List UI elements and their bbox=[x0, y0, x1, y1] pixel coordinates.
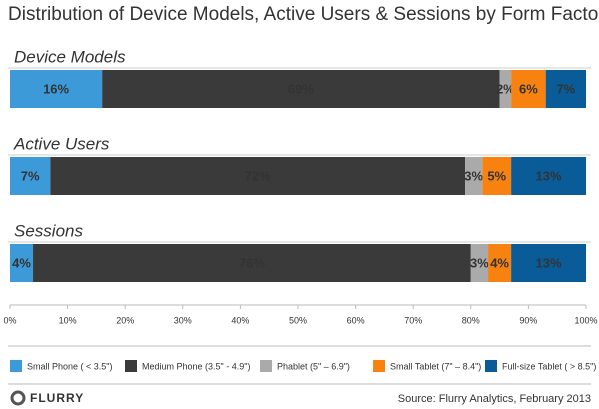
chart-title: Distribution of Device Models, Active Us… bbox=[8, 4, 599, 25]
bar-segment bbox=[10, 157, 51, 195]
value-label: 4% bbox=[12, 255, 31, 270]
x-tick-label: 0% bbox=[3, 315, 16, 325]
bar-segment bbox=[33, 244, 471, 282]
bar-segment bbox=[499, 70, 512, 108]
bar-segment bbox=[470, 244, 489, 282]
logo-icon bbox=[10, 390, 26, 406]
bar-segment bbox=[50, 157, 466, 195]
value-label: 4% bbox=[490, 255, 509, 270]
x-tick-label: 30% bbox=[174, 315, 192, 325]
bar-segment bbox=[511, 157, 586, 195]
category-label: Active Users bbox=[13, 134, 110, 153]
legend-label: Small Phone ( < 3.5") bbox=[27, 361, 113, 371]
legend-label: Small Tablet (7" – 8.4") bbox=[390, 361, 481, 371]
value-label: 13% bbox=[536, 168, 562, 183]
value-label: 16% bbox=[43, 81, 69, 96]
bar-segment bbox=[10, 70, 103, 108]
x-tick-label: 90% bbox=[519, 315, 537, 325]
legend-label: Phablet (5" – 6.9") bbox=[277, 361, 350, 371]
x-tick-label: 40% bbox=[231, 315, 249, 325]
value-label: 3% bbox=[470, 255, 489, 270]
legend-swatch bbox=[485, 360, 497, 372]
category-label: Sessions bbox=[14, 221, 83, 240]
bar-segment bbox=[482, 157, 512, 195]
legend-swatch bbox=[125, 360, 137, 372]
logo: FLURRY bbox=[30, 391, 84, 405]
legend-swatch bbox=[373, 360, 385, 372]
legend-swatch bbox=[10, 360, 22, 372]
value-label: 5% bbox=[487, 168, 506, 183]
legend-label: Full-size Tablet ( > 8.5") bbox=[502, 361, 596, 371]
bar-segment bbox=[102, 70, 500, 108]
bar-segment bbox=[511, 70, 546, 108]
value-label: 76% bbox=[239, 255, 265, 270]
bar-segment bbox=[10, 244, 34, 282]
x-tick-label: 20% bbox=[116, 315, 134, 325]
bar-segment bbox=[465, 157, 483, 195]
bar-segment bbox=[545, 70, 586, 108]
legend-swatch bbox=[260, 360, 272, 372]
bar-segment bbox=[511, 244, 586, 282]
bar-segment bbox=[488, 244, 512, 282]
value-label: 7% bbox=[556, 81, 575, 96]
value-label: 72% bbox=[245, 168, 271, 183]
value-label: 6% bbox=[519, 81, 538, 96]
x-tick-label: 70% bbox=[404, 315, 422, 325]
value-label: 2% bbox=[496, 81, 515, 96]
category-label: Device Models bbox=[14, 47, 126, 66]
x-tick-label: 50% bbox=[289, 315, 307, 325]
x-tick-label: 80% bbox=[462, 315, 480, 325]
source: Source: Flurry Analytics, February 2013 bbox=[398, 393, 591, 405]
value-label: 3% bbox=[464, 168, 483, 183]
value-label: 13% bbox=[536, 255, 562, 270]
legend-label: Medium Phone (3.5" - 4.9") bbox=[142, 361, 250, 371]
x-tick-label: 100% bbox=[574, 315, 597, 325]
value-label: 69% bbox=[288, 81, 314, 96]
x-tick-label: 60% bbox=[347, 315, 365, 325]
value-label: 7% bbox=[21, 168, 40, 183]
x-tick-label: 10% bbox=[59, 315, 77, 325]
